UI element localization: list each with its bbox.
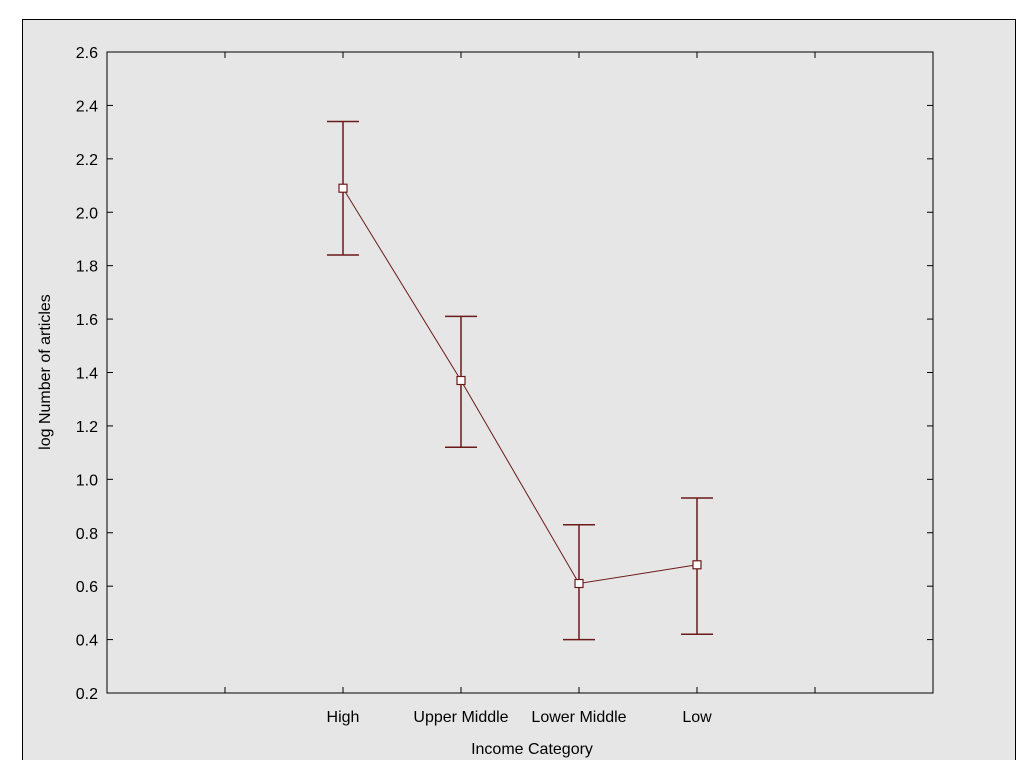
y-tick-label: 1.8: [76, 259, 98, 276]
y-axis-title: log Number of articles: [37, 294, 54, 450]
y-tick-label: 2.6: [76, 45, 98, 62]
data-point: [456, 375, 466, 386]
x-tick-label: Low: [682, 709, 712, 726]
y-tick-label: 1.6: [76, 312, 98, 329]
y-tick-label: 0.2: [76, 686, 98, 703]
y-tick-label: 1.4: [76, 366, 98, 383]
y-tick-label: 2.2: [76, 152, 98, 169]
y-tick-label: 0.6: [76, 579, 98, 596]
x-tick-label: Upper Middle: [413, 709, 508, 726]
y-tick-label: 1.0: [76, 472, 98, 489]
plot-frame: [106, 51, 934, 694]
x-tick-label: Lower Middle: [531, 709, 626, 726]
x-axis-title: Income Category: [471, 741, 593, 758]
y-tick-label: 0.4: [76, 633, 98, 650]
x-tick-label: High: [327, 709, 360, 726]
series-line: [342, 187, 698, 585]
y-tick-label: 2.4: [76, 98, 98, 115]
chart-panel: [22, 19, 1016, 760]
y-tick-label: 2.0: [76, 205, 98, 222]
data-point: [692, 560, 702, 570]
series-marks: [327, 120, 713, 641]
y-tick-label: 0.8: [76, 526, 98, 543]
y-tick-label: 1.2: [76, 419, 98, 436]
x-axis: High Upper Middle Lower Middle Low: [224, 52, 816, 726]
y-axis: 0.2 0.4 0.6 0.8 1.0 1.2 1.4 1.6 1.8 2.0 2.2 2.4 2.6: [76, 45, 933, 703]
data-point: [574, 578, 584, 589]
data-point: [338, 183, 348, 193]
